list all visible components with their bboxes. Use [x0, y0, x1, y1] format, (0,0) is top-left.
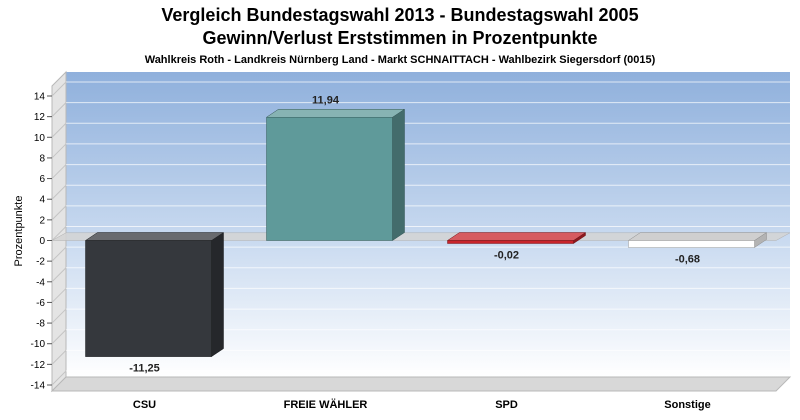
plot-back-wall: [66, 72, 790, 377]
y-tick-label: -14: [31, 381, 46, 392]
x-axis: CSU FREIE WÄHLER SPD Sonstige: [133, 398, 711, 411]
gridline-side: [51, 122, 67, 138]
y-tick-label: 12: [34, 112, 46, 123]
plot-left-wall: [51, 70, 67, 393]
y-tick-label: -12: [31, 360, 46, 371]
gridline-side: [51, 370, 67, 386]
x-tick-label: SPD: [495, 399, 518, 411]
gridline-side: [51, 308, 67, 324]
gridline-side: [51, 102, 67, 117]
bar-front: [628, 240, 755, 248]
y-axis-label: Prozentpunkte: [13, 196, 25, 267]
y-tick-label: -8: [36, 319, 45, 330]
y-axis: 14 12 10 8 6 4 2 0 -2 -4 -6 -8 -10 -12 -14: [31, 92, 52, 392]
gridline-side: [51, 329, 67, 345]
chart-title: Vergleich Bundestagswahl 2013 - Bundesta…: [161, 5, 638, 25]
bar-top: [627, 232, 768, 241]
gridline-side: [51, 246, 67, 262]
y-tick-label: 6: [39, 174, 45, 185]
bar-csu: [84, 232, 225, 358]
y-tick-label: 10: [34, 133, 46, 144]
x-tick-label: Sonstige: [664, 399, 710, 411]
x-tick-label: CSU: [133, 399, 156, 411]
bar-top: [265, 109, 406, 118]
gridline-side: [51, 164, 67, 179]
y-tick-label: 4: [39, 195, 45, 206]
plot-floor: [50, 376, 792, 392]
x-tick-label: FREIE WÄHLER: [284, 398, 368, 411]
bar-freie-w-hler: [265, 108, 406, 241]
y-tick-label: 8: [39, 153, 45, 164]
bars: [84, 108, 768, 358]
bar-side: [211, 232, 224, 358]
gridline-side: [51, 226, 67, 241]
bar-side: [392, 108, 405, 241]
y-tick-label: 14: [34, 92, 46, 103]
bar-spd: [446, 232, 587, 244]
data-label: -0,68: [675, 254, 700, 266]
y-tick-label: -10: [31, 339, 46, 350]
gridline-side: [51, 288, 67, 303]
y-tick-label: 0: [39, 236, 45, 247]
bar-sonstige: [627, 232, 768, 248]
gridline-side: [51, 184, 67, 200]
gridline-side: [51, 81, 67, 97]
gridline-side: [51, 267, 67, 283]
y-tick-label: -6: [36, 298, 45, 309]
bar-top: [84, 232, 225, 241]
value-labels: -11,25 11,94 -0,02 -0,68: [129, 94, 700, 374]
chart-subtitle: Wahlkreis Roth - Landkreis Nürnberg Land…: [145, 54, 656, 66]
y-tick-label: -4: [36, 277, 45, 288]
data-label: -11,25: [129, 363, 160, 375]
bar-front: [447, 240, 574, 244]
y-tick-label: -2: [36, 257, 45, 268]
gridline-side: [51, 350, 67, 365]
chart-title-line2: Gewinn/Verlust Erststimmen in Prozentpun…: [202, 28, 597, 48]
gridline-side: [51, 205, 67, 221]
bar-top: [446, 232, 587, 241]
y-tick-label: 2: [39, 215, 45, 226]
bar-front: [85, 240, 212, 357]
gridline-side: [51, 143, 67, 159]
data-label: 11,94: [312, 94, 340, 106]
data-label: -0,02: [494, 250, 519, 262]
bar-front: [266, 117, 393, 241]
